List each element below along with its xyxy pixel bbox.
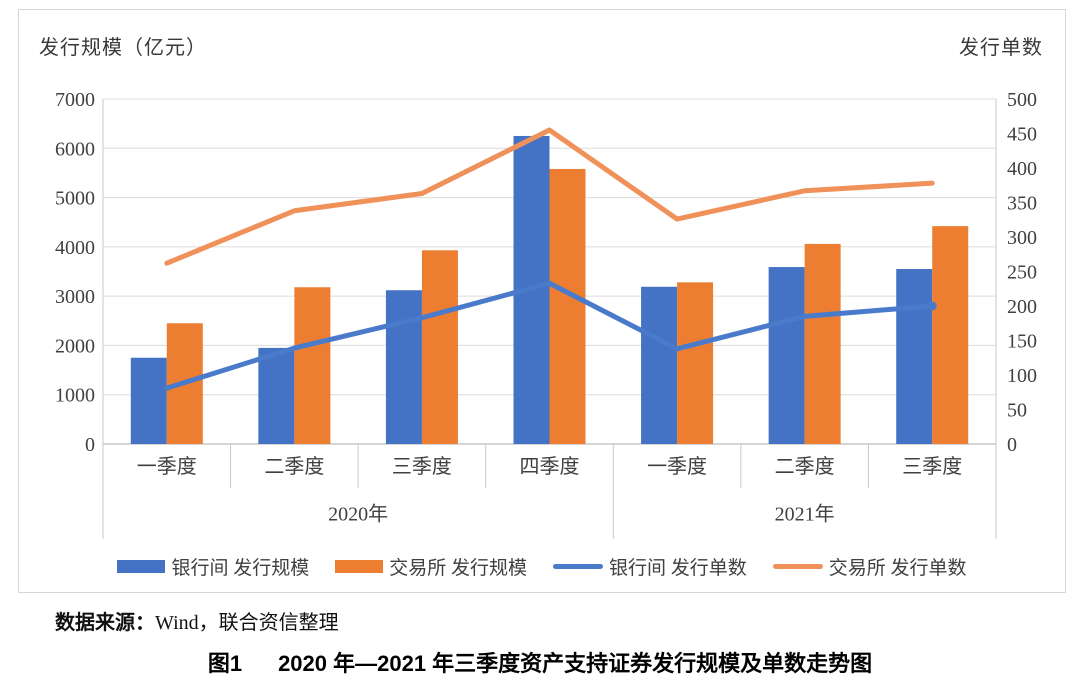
line-end-marker: [927, 301, 937, 311]
left-axis-tick: 3000: [55, 286, 95, 308]
legend-swatch-line-blue: [553, 564, 603, 569]
right-axis-tick: 500: [1007, 89, 1037, 111]
left-axis-tick: 7000: [55, 89, 95, 111]
legend-swatch-bar-blue: [117, 560, 166, 573]
legend-item-interbank-count: 银行间 发行单数: [553, 553, 747, 580]
right-axis-tick: 150: [1007, 331, 1037, 353]
bar-interbank: [385, 290, 422, 444]
right-axis-tick: 200: [1007, 296, 1037, 318]
legend-label: 交易所 发行单数: [828, 558, 967, 579]
right-axis-tick: 450: [1007, 124, 1037, 146]
left-axis-tick: 0: [85, 434, 95, 456]
right-axis-tick: 100: [1007, 365, 1037, 387]
bar-interbank: [258, 347, 295, 444]
bar-interbank: [641, 286, 678, 444]
bar-exchange: [932, 226, 969, 444]
bar-exchange: [421, 250, 458, 444]
legend-item-exchange-count: 交易所 发行单数: [772, 553, 967, 580]
right-axis-title: 发行单数: [959, 37, 1043, 59]
chart-legend: 银行间 发行规模 交易所 发行规模 银行间 发行单数 交易所 发行单数: [19, 553, 1065, 580]
data-source-text: Wind，联合资信整理: [155, 612, 339, 634]
year-group-label: 2021年: [775, 503, 835, 526]
category-label: 一季度: [647, 455, 707, 478]
data-source-line: 数据来源：Wind，联合资信整理: [55, 606, 339, 635]
legend-item-interbank-scale: 银行间 发行规模: [117, 553, 309, 580]
bar-interbank: [768, 267, 805, 444]
left-axis-tick: 2000: [55, 335, 95, 357]
data-source-label: 数据来源：: [55, 612, 155, 634]
left-axis-title: 发行规模（亿元）: [39, 37, 207, 59]
year-group-label: 2020年: [328, 503, 388, 526]
legend-item-exchange-scale: 交易所 发行规模: [335, 553, 527, 580]
bar-interbank: [896, 269, 933, 444]
left-axis-tick: 5000: [55, 188, 95, 210]
right-axis-tick: 250: [1007, 262, 1037, 284]
combo-chart: 0 1000 2000 3000 4000 5000 6000 7000 0 50 100 150 20…: [55, 89, 1037, 539]
right-axis-tick: 300: [1007, 227, 1037, 249]
line-interbank-count: [164, 280, 935, 391]
legend-swatch-bar-orange: [335, 560, 384, 573]
figure-number: 图1: [207, 651, 243, 676]
legend-swatch-line-orange: [772, 564, 823, 569]
category-label: 二季度: [775, 455, 835, 478]
legend-label: 交易所 发行规模: [389, 558, 527, 579]
right-axis-tick: 50: [1007, 400, 1027, 422]
bar-exchange: [294, 287, 331, 444]
legend-label: 银行间 发行规模: [171, 558, 310, 579]
right-axis-tick: 400: [1007, 158, 1037, 180]
category-label: 二季度: [264, 455, 324, 478]
bar-interbank: [130, 357, 167, 444]
left-axis-tick: 6000: [55, 138, 95, 160]
bar-exchange: [549, 168, 586, 444]
bar-exchange: [804, 243, 841, 444]
category-label: 三季度: [902, 455, 962, 478]
category-label: 四季度: [520, 455, 580, 478]
line-exchange-count: [164, 127, 935, 266]
figure-caption: 图1 2020 年—2021 年三季度资产支持证券发行规模及单数走势图: [0, 646, 1080, 678]
left-axis-tick: 4000: [55, 237, 95, 259]
figure-title: 2020 年—2021 年三季度资产支持证券发行规模及单数走势图: [278, 651, 873, 676]
right-axis-tick: 0: [1007, 434, 1017, 456]
bar-exchange: [677, 282, 714, 444]
right-axis-tick: 350: [1007, 193, 1037, 215]
left-axis-tick: 1000: [55, 385, 95, 407]
legend-label: 银行间 发行单数: [609, 558, 747, 579]
category-label: 三季度: [392, 455, 452, 478]
category-label: 一季度: [137, 455, 197, 478]
chart-figure: 发行规模（亿元） 发行单数 0 1000 2000 3000 4000 5000 6000 7…: [18, 9, 1066, 593]
